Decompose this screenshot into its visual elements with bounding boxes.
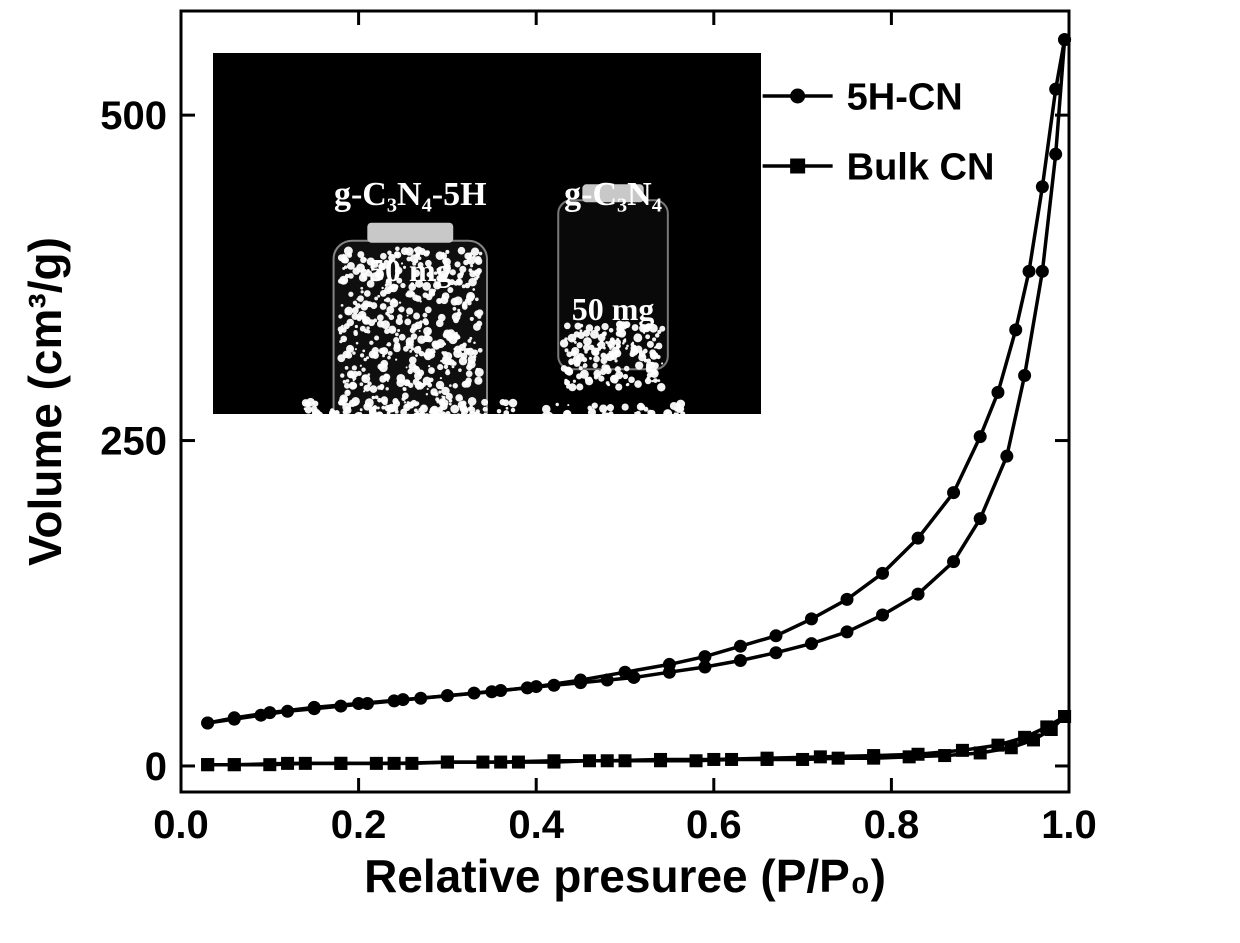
inset-label: g-C₃N₄-5H — [334, 176, 487, 214]
svg-text:5H-CN: 5H-CN — [847, 76, 963, 118]
inset-label: 50 mg — [369, 252, 452, 289]
svg-text:0.4: 0.4 — [508, 803, 564, 847]
figure-root: 0.0 0.2 0.4 0.6 0.8 1.0 0 250 500 Relative presur… — [0, 0, 1240, 943]
svg-text:0.8: 0.8 — [864, 803, 920, 847]
svg-text:Volume (cm³/g): Volume (cm³/g) — [19, 237, 71, 566]
svg-text:Relative presuree (P/P₀): Relative presuree (P/P₀) — [364, 850, 886, 902]
svg-text:0: 0 — [145, 745, 167, 789]
inset-label: g-C₃N₄ — [564, 176, 662, 214]
inset-photo: g-C₃N₄-5H g-C₃N₄ 50 mg 50 mg — [213, 53, 761, 414]
svg-text:500: 500 — [100, 94, 167, 138]
svg-text:0.6: 0.6 — [686, 803, 742, 847]
svg-text:Bulk CN: Bulk CN — [847, 146, 995, 188]
svg-text:250: 250 — [100, 420, 167, 464]
svg-text:1.0: 1.0 — [1041, 803, 1097, 847]
inset-label: 50 mg — [572, 291, 655, 328]
svg-text:0.0: 0.0 — [153, 803, 209, 847]
svg-text:0.2: 0.2 — [331, 803, 387, 847]
